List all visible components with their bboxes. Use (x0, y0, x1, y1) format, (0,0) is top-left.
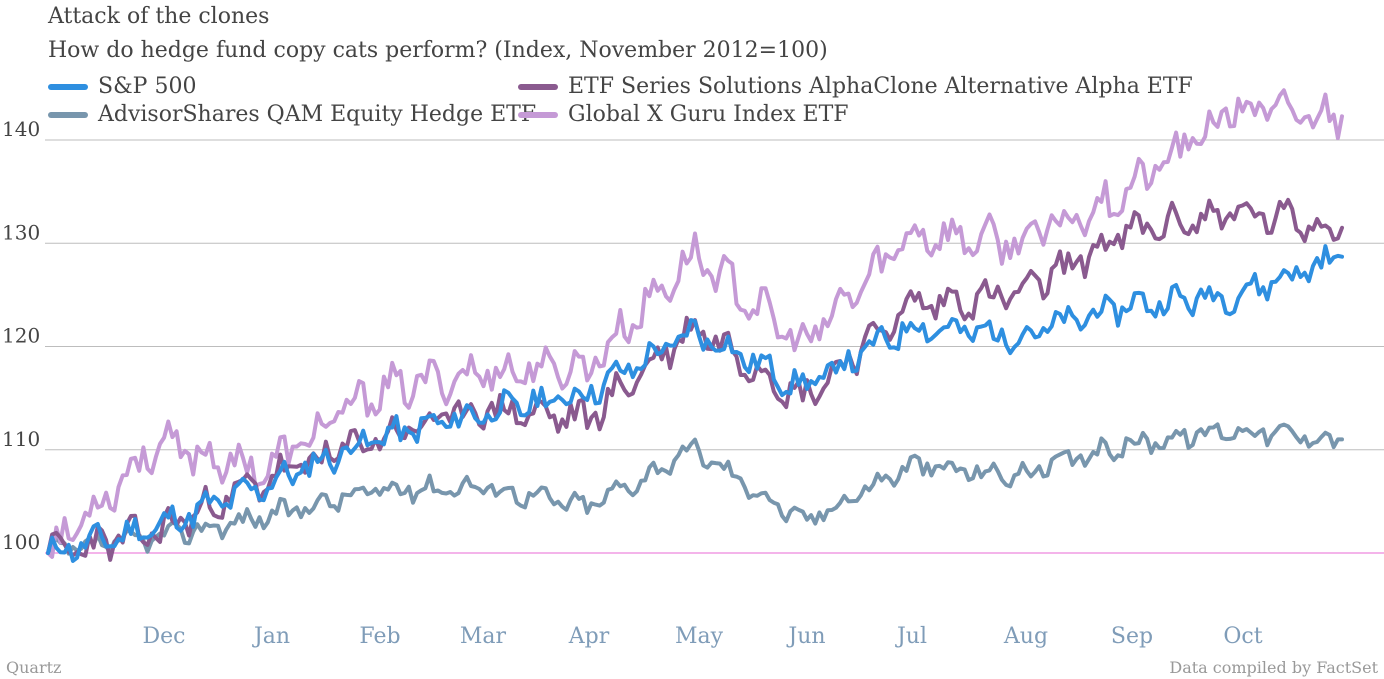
x-tick-label: Jul (895, 624, 927, 649)
chart-subtitle: How do hedge fund copy cats perform? (In… (48, 38, 828, 63)
series-line-sp500 (46, 244, 1344, 563)
chart-title: Attack of the clones (48, 4, 270, 29)
legend-swatch-sp500 (48, 83, 88, 90)
x-tick-label: Dec (143, 624, 186, 649)
legend: S&P 500 ETF Series Solutions AlphaClone … (48, 74, 1248, 130)
series-line-qam (46, 422, 1344, 556)
series-line-guru (46, 88, 1344, 559)
y-tick-label: 110 (2, 427, 40, 451)
y-tick-label: 130 (2, 220, 40, 244)
legend-swatch-qam (48, 111, 88, 118)
data-credit: Data compiled by FactSet (1169, 658, 1378, 677)
x-tick-label: May (675, 624, 724, 649)
x-tick-label: Sep (1111, 624, 1153, 649)
y-tick-label: 140 (2, 117, 40, 141)
x-tick-label: Feb (359, 624, 400, 649)
y-tick-label: 100 (2, 530, 40, 554)
legend-item-qam: AdvisorShares QAM Equity Hedge ETF (48, 102, 536, 127)
legend-label-guru: Global X Guru Index ETF (568, 102, 849, 127)
legend-label-sp500: S&P 500 (98, 74, 197, 99)
source-credit: Quartz (6, 658, 62, 677)
y-tick-label: 120 (2, 324, 40, 348)
x-tick-label: Apr (568, 624, 610, 649)
legend-label-qam: AdvisorShares QAM Equity Hedge ETF (98, 102, 537, 127)
legend-swatch-guru (518, 111, 558, 118)
legend-label-alphaclone: ETF Series Solutions AlphaClone Alternat… (568, 74, 1193, 99)
x-tick-label: Jun (786, 624, 825, 649)
legend-item-sp500: S&P 500 (48, 74, 196, 99)
series-line-alphaclone (46, 197, 1344, 562)
legend-item-guru: Global X Guru Index ETF (518, 102, 849, 127)
x-tick-label: Mar (460, 624, 507, 649)
x-tick-label: Jan (252, 624, 290, 649)
x-tick-label: Oct (1223, 624, 1262, 649)
x-tick-label: Aug (1003, 624, 1048, 649)
legend-swatch-alphaclone (518, 83, 558, 90)
legend-item-alphaclone: ETF Series Solutions AlphaClone Alternat… (518, 74, 1193, 99)
